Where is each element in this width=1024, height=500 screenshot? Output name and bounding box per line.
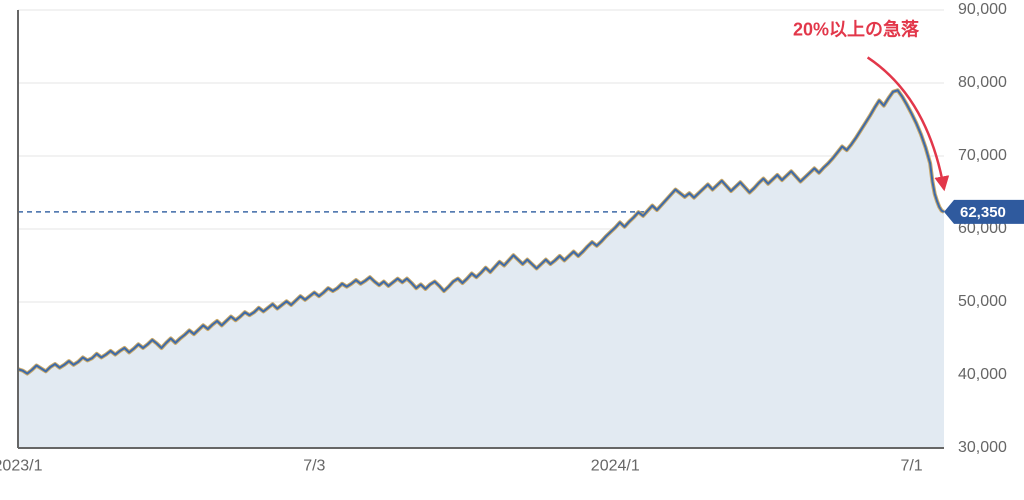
- chart-svg: 30,00040,00050,00060,00070,00080,00090,0…: [0, 0, 1024, 500]
- x-tick-label: 7/1: [900, 457, 922, 474]
- annotation-text: 20%以上の急落: [793, 19, 920, 40]
- x-tick-label: 7/3: [303, 457, 325, 474]
- y-tick-label: 50,000: [958, 293, 1007, 310]
- x-tick-label: 2023/1: [0, 457, 43, 474]
- y-tick-label: 80,000: [958, 74, 1007, 91]
- area-fill: [18, 90, 944, 448]
- x-tick-label: 2024/1: [591, 457, 640, 474]
- stock-area-chart: 30,00040,00050,00060,00070,00080,00090,0…: [0, 0, 1024, 500]
- y-tick-label: 70,000: [958, 147, 1007, 164]
- y-tick-label: 30,000: [958, 439, 1007, 456]
- y-tick-label: 90,000: [958, 1, 1007, 18]
- y-tick-label: 40,000: [958, 366, 1007, 383]
- value-badge-text: 62,350: [960, 204, 1006, 221]
